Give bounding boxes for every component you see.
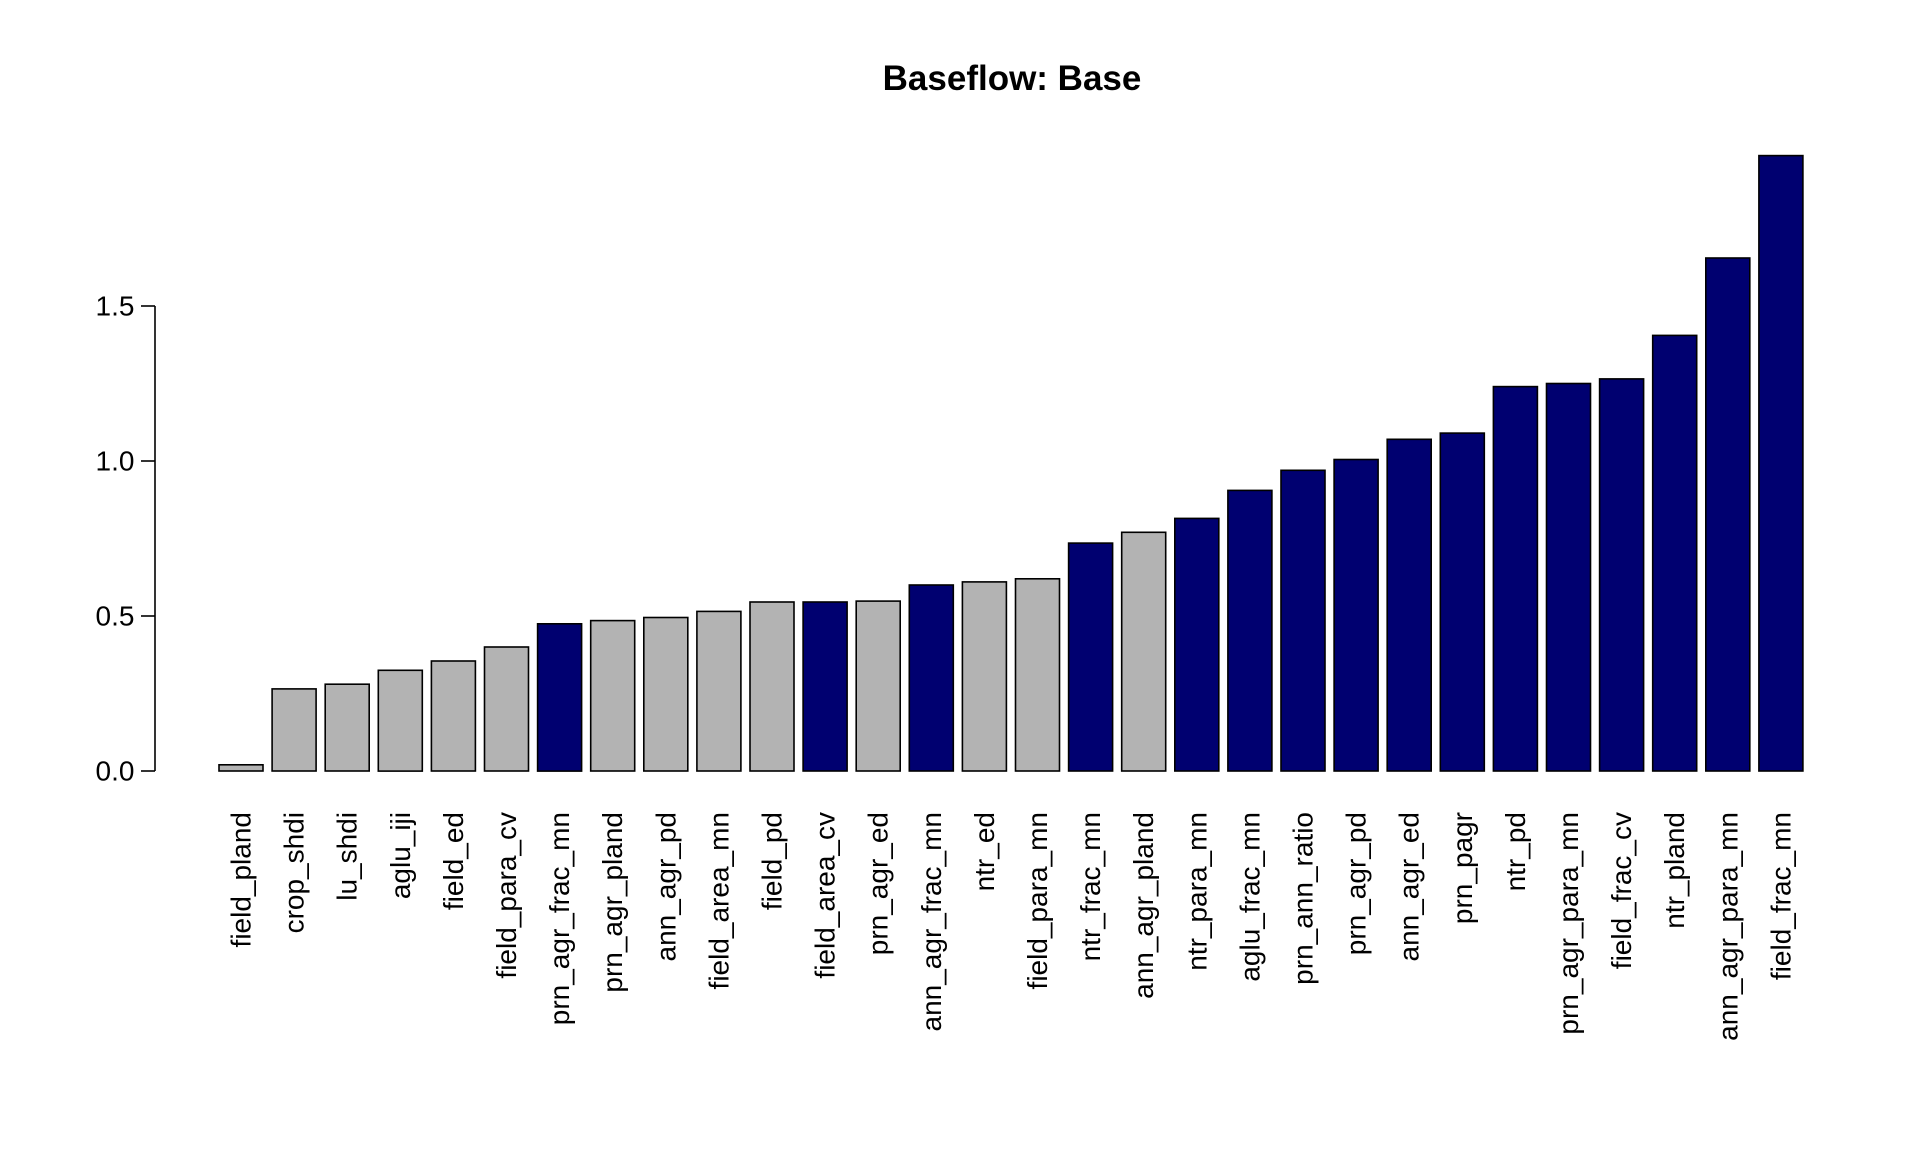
- bar-field-area-cv: [802, 601, 848, 772]
- x-tick-label-prn-agr-pland: prn_agr_pland: [597, 812, 628, 993]
- bar-crop-shdi: [271, 688, 317, 772]
- bar-field-frac-cv: [1598, 378, 1645, 772]
- chart-title: Baseflow: Base: [883, 59, 1142, 98]
- bar-ntr-frac-mn: [1067, 542, 1114, 772]
- y-tick-label: 0.0: [96, 756, 135, 787]
- x-tick-label-prn-pagr: prn_pagr: [1447, 812, 1478, 924]
- y-tick-label: 0.5: [96, 601, 135, 632]
- x-tick-label-ann-agr-ed: ann_agr_ed: [1394, 812, 1425, 961]
- x-tick-label-ann-agr-frac-mn: ann_agr_frac_mn: [916, 812, 947, 1031]
- bar-prn-agr-pd: [1333, 458, 1379, 772]
- x-tick-label-lu-shdi: lu_shdi: [332, 812, 363, 901]
- x-tick-label-ann-agr-para-mn: ann_agr_para_mn: [1712, 812, 1743, 1041]
- x-tick-label-crop-shdi: crop_shdi: [279, 812, 310, 933]
- bar-field-para-mn: [1014, 577, 1061, 772]
- bar-prn-pagr: [1439, 432, 1486, 772]
- x-tick-label-field-para-cv: field_para_cv: [491, 812, 522, 979]
- x-tick-label-field-frac-cv: field_frac_cv: [1606, 812, 1637, 969]
- y-tick-label: 1.5: [96, 291, 135, 322]
- x-tick-label-field-frac-mn: field_frac_mn: [1765, 812, 1796, 980]
- bar-ntr-para-mn: [1174, 517, 1220, 772]
- x-tick-label-field-area-mn: field_area_mn: [703, 812, 734, 989]
- x-tick-label-ntr-para-mn: ntr_para_mn: [1181, 812, 1212, 971]
- bar-field-pland: [218, 763, 264, 772]
- x-tick-label-ntr-pland: ntr_pland: [1659, 812, 1690, 929]
- bar-field-ed: [430, 660, 477, 772]
- bar-ann-agr-ed: [1386, 438, 1432, 772]
- x-tick-label-prn-ann-ratio: prn_ann_ratio: [1288, 812, 1319, 985]
- bar-prn-agr-para-mn: [1545, 382, 1592, 772]
- bar-field-para-cv: [483, 646, 530, 772]
- bar-ann-agr-pd: [642, 616, 689, 772]
- x-tick-label-ntr-pd: ntr_pd: [1500, 812, 1531, 891]
- x-tick-label-aglu-iji: aglu_iji: [385, 812, 416, 899]
- bar-aglu-iji: [377, 669, 424, 772]
- x-tick-label-prn-agr-para-mn: prn_agr_para_mn: [1553, 812, 1584, 1035]
- bar-ntr-ed: [961, 581, 1008, 772]
- x-tick-label-field-pd: field_pd: [757, 812, 788, 910]
- bar-ntr-pd: [1492, 385, 1539, 772]
- bar-prn-agr-pland: [589, 619, 636, 772]
- x-tick-label-prn-agr-frac-mn: prn_agr_frac_mn: [544, 812, 575, 1025]
- bar-ann-agr-frac-mn: [908, 584, 955, 772]
- x-tick-label-field-ed: field_ed: [438, 812, 469, 910]
- bar-field-pd: [749, 601, 795, 772]
- y-axis: 0.0 0.5 1.0 1.5: [96, 291, 156, 787]
- bar-ntr-pland: [1651, 334, 1698, 772]
- x-tick-label-field-pland: field_pland: [226, 812, 257, 947]
- bar-aglu-frac-mn: [1227, 489, 1273, 772]
- bar-prn-agr-ed: [855, 600, 902, 772]
- bar-ann-agr-para-mn: [1705, 257, 1751, 772]
- bar-ann-agr-pland: [1120, 531, 1167, 772]
- x-tick-label-ntr-frac-mn: ntr_frac_mn: [1075, 812, 1106, 961]
- bar-field-area-mn: [696, 610, 742, 772]
- bars: [218, 154, 1804, 772]
- bar-field-frac-mn: [1758, 154, 1804, 772]
- x-tick-label-ann-agr-pd: ann_agr_pd: [650, 812, 681, 961]
- x-axis-labels: field_pland crop_shdi lu_shdi aglu_iji field…: [226, 812, 1797, 1041]
- x-tick-label-ntr-ed: ntr_ed: [969, 812, 1000, 891]
- bar-prn-agr-frac-mn: [536, 622, 583, 772]
- x-tick-label-field-area-cv: field_area_cv: [810, 812, 841, 979]
- x-tick-label-field-para-mn: field_para_mn: [1022, 812, 1053, 989]
- x-tick-label-aglu-frac-mn: aglu_frac_mn: [1234, 812, 1265, 982]
- bar-lu-shdi: [324, 683, 371, 772]
- x-tick-label-prn-agr-pd: prn_agr_pd: [1341, 812, 1372, 955]
- bar-prn-ann-ratio: [1280, 469, 1326, 772]
- x-tick-label-prn-agr-ed: prn_agr_ed: [863, 812, 894, 955]
- y-tick-label: 1.0: [96, 446, 135, 477]
- x-tick-label-ann-agr-pland: ann_agr_pland: [1128, 812, 1159, 999]
